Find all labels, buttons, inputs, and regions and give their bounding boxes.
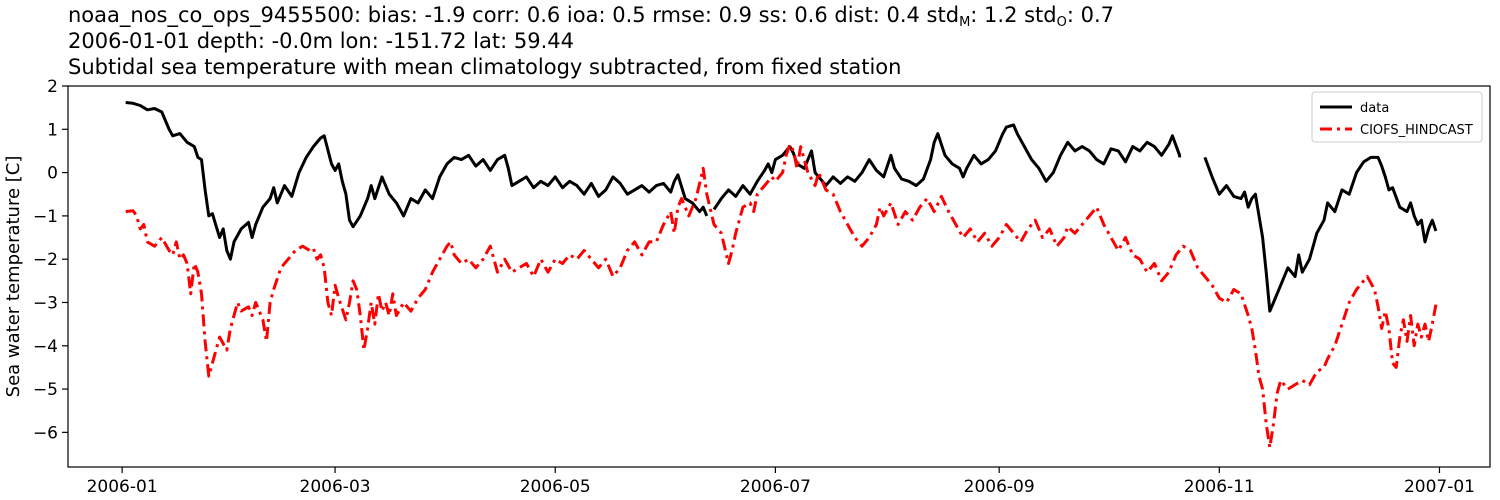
- y-tick-label: 1: [47, 120, 58, 140]
- x-tick-label: 2007-01: [1404, 477, 1475, 497]
- chart-title-block: noaa_nos_co_ops_9455500: bias: -1.9 corr…: [68, 2, 1488, 80]
- legend-label: data: [1360, 101, 1389, 116]
- y-tick-label: 2: [47, 77, 58, 97]
- y-tick-label: −4: [33, 337, 58, 357]
- chart-title-description: Subtidal sea temperature with mean clima…: [68, 55, 902, 79]
- x-tick-label: 2006-03: [300, 477, 371, 497]
- plot-frame: [67, 85, 1491, 468]
- x-tick-label: 2006-09: [964, 477, 1035, 497]
- series-line-ciofs-hindcast: [125, 142, 1438, 449]
- series-line-data: [712, 123, 1182, 211]
- legend-box: [1311, 91, 1483, 143]
- y-tick-label: −2: [33, 250, 58, 270]
- y-tick-label: −1: [33, 207, 58, 227]
- axes-layer: 2 1 0 −1 −2 −3 −4 −5 −6 2006-01 2006-03 2006-05 2006…: [33, 77, 1491, 497]
- legend-label: CIOFS_HINDCAST: [1360, 123, 1473, 138]
- y-axis-label: Sea water temperature [C]: [3, 156, 24, 398]
- series-layer: [125, 101, 1438, 449]
- chart-title-location: 2006-01-01 depth: -0.0m lon: -151.72 lat…: [68, 29, 574, 53]
- x-tick-label: 2006-07: [740, 477, 811, 497]
- series-line-data: [125, 101, 709, 261]
- y-tick-label: −6: [33, 423, 58, 443]
- chart-title-stats: noaa_nos_co_ops_9455500: bias: -1.9 corr…: [68, 2, 1488, 30]
- title-std-obs-sub: O: [1056, 15, 1067, 30]
- y-tick-label: 0: [47, 164, 58, 184]
- title-stats-mid: : 1.2 std: [970, 3, 1057, 27]
- title-std-model-sub: M: [959, 15, 971, 30]
- title-stats-end: : 0.7: [1066, 3, 1114, 27]
- title-stats-text: noaa_nos_co_ops_9455500: bias: -1.9 corr…: [68, 3, 960, 27]
- series-line-data: [1203, 155, 1438, 313]
- y-tick-label: −5: [33, 380, 58, 400]
- x-tick-label: 2006-01: [87, 477, 158, 497]
- y-tick-label: −3: [33, 293, 58, 313]
- legend: data CIOFS_HINDCAST: [1311, 91, 1483, 143]
- x-tick-label: 2006-05: [520, 477, 591, 497]
- x-tick-label: 2006-11: [1184, 477, 1255, 497]
